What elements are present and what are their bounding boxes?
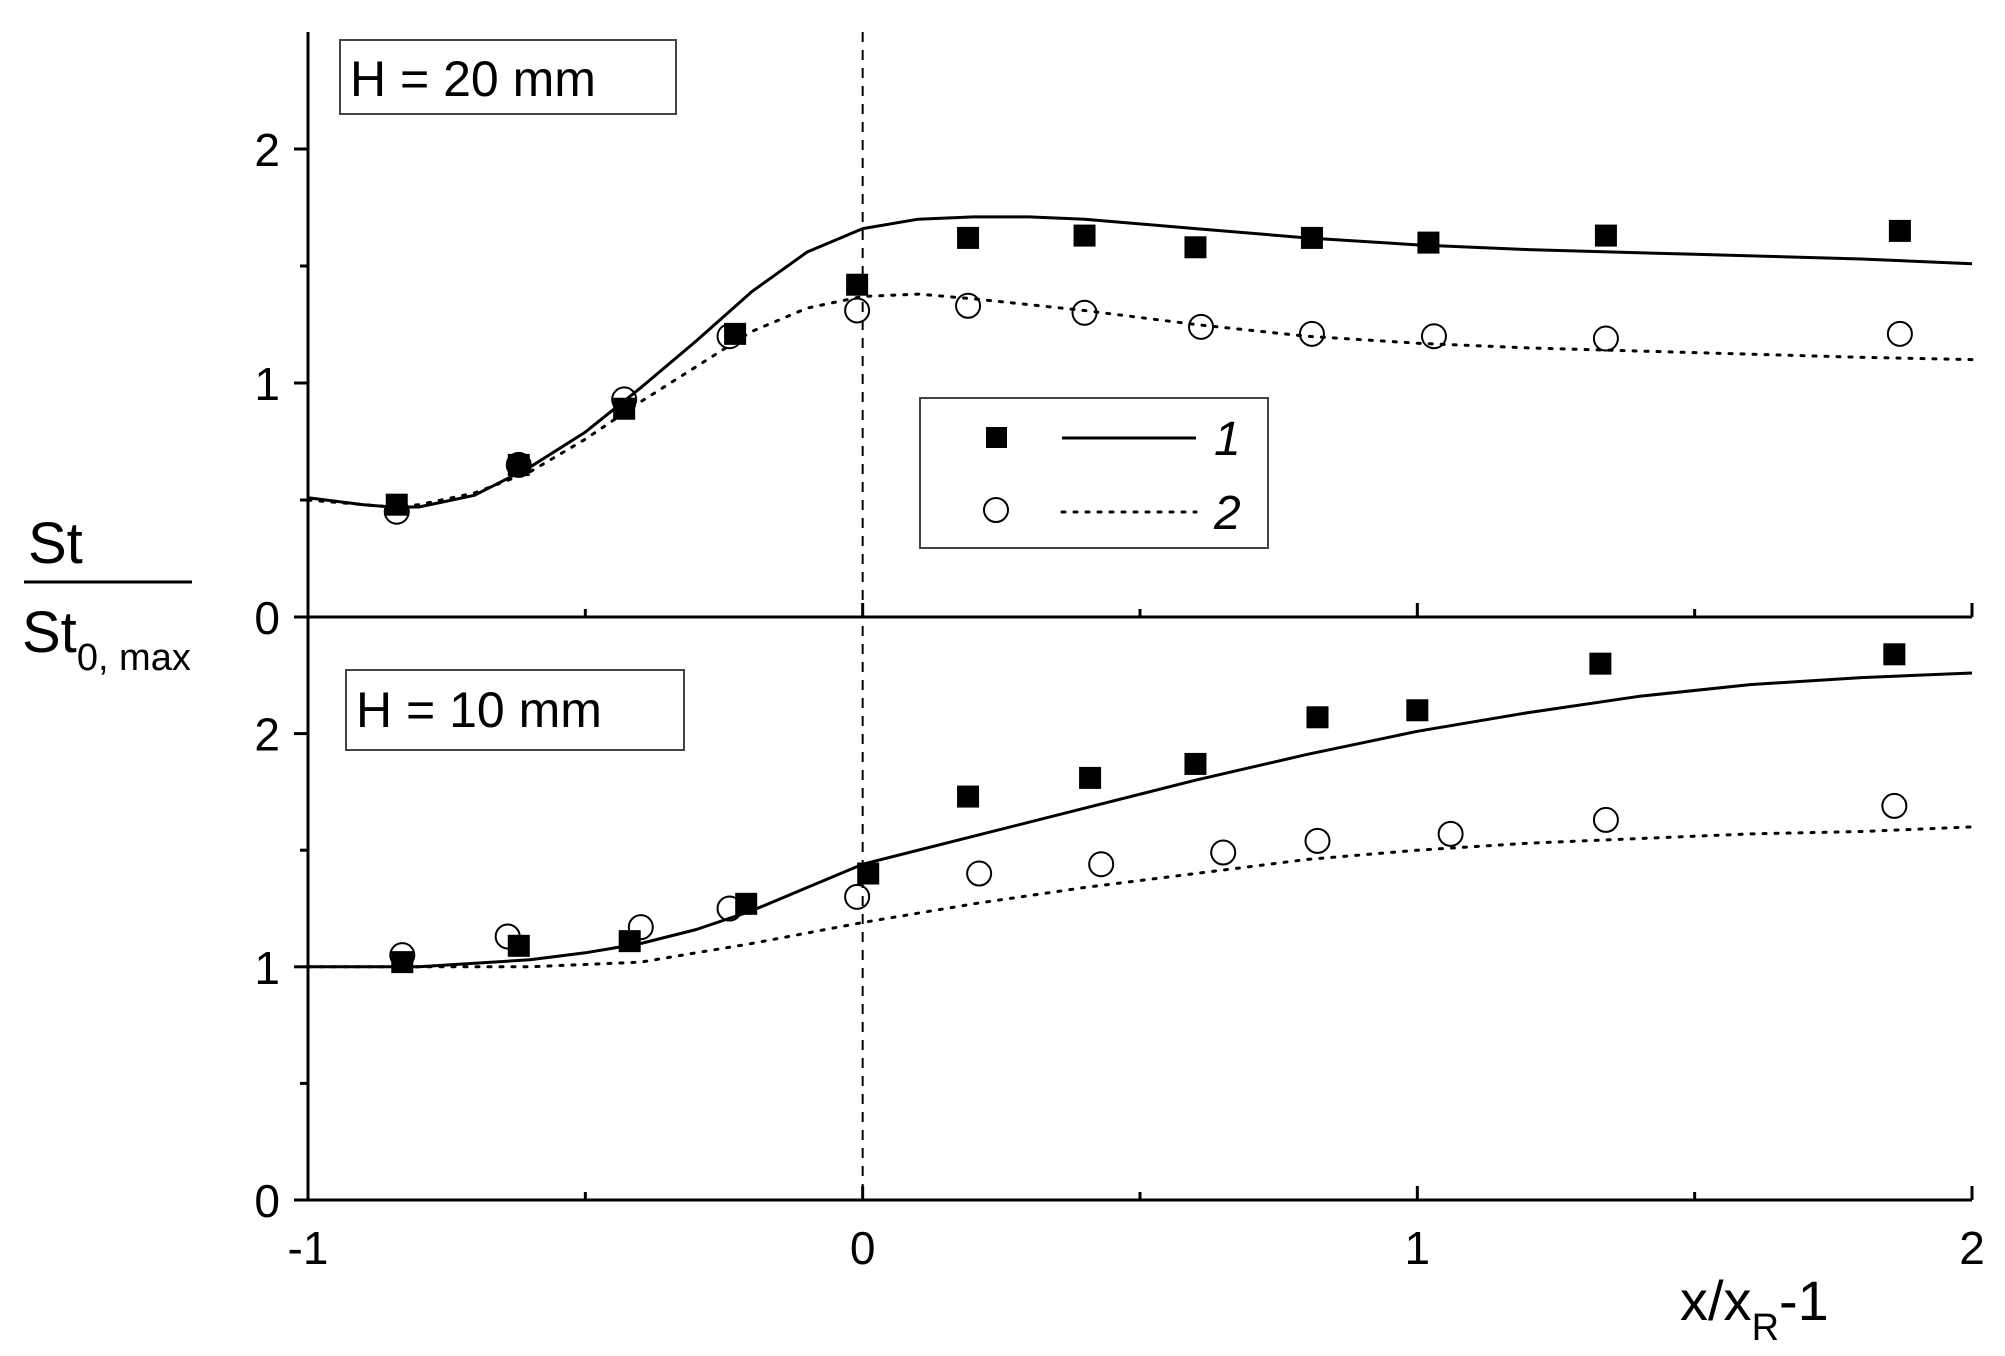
data-point-square-top (846, 273, 869, 296)
data-point-circle-bottom (966, 860, 993, 887)
data-point-circle-bottom (1592, 806, 1619, 833)
y-tick-label-bottom: 2 (254, 709, 280, 761)
data-point-circle-bottom (1881, 792, 1908, 819)
data-point-square-top (1184, 236, 1207, 259)
data-point-circle-top (1298, 320, 1325, 347)
data-point-square-bottom (507, 934, 530, 957)
y-tick-label-top: 1 (254, 358, 280, 410)
data-point-square-bottom (857, 862, 880, 885)
x-tick-label: 0 (850, 1222, 876, 1274)
series-layer (306, 215, 1974, 974)
data-point-square-bottom (1589, 652, 1612, 675)
legend-label-2: 2 (1213, 487, 1241, 540)
data-point-circle-top (844, 297, 871, 324)
legend-marker-open-circle (983, 497, 1009, 523)
data-point-square-bottom (1306, 706, 1329, 729)
series-line-1-bottom (308, 671, 1973, 969)
x-axis-label-sub: R (1752, 1307, 1779, 1349)
y-tick-label-top: 0 (254, 592, 280, 644)
data-point-square-bottom (1184, 752, 1207, 775)
data-point-circle-bottom (1088, 851, 1115, 878)
x-tick-label: 1 (1405, 1222, 1431, 1274)
y-axis-label-denominator-main: St (22, 600, 77, 665)
legend-box (919, 397, 1269, 549)
data-point-circle-top (716, 323, 743, 350)
data-point-square-bottom (1079, 766, 1102, 789)
y-tick-label-bottom: 0 (254, 1175, 280, 1227)
data-point-circle-bottom (494, 923, 521, 950)
annotation-box-top (339, 39, 677, 115)
legend-label-1: 1 (1214, 413, 1241, 466)
data-point-square-top (613, 397, 636, 420)
data-point-square-top (1888, 219, 1911, 242)
data-point-circle-bottom (627, 914, 654, 941)
data-point-circle-top (1886, 320, 1913, 347)
legend-marker-filled-square (986, 427, 1007, 448)
data-point-circle-top (1188, 313, 1215, 340)
data-point-square-top (1073, 224, 1096, 247)
annotation-top: H = 20 mm (350, 51, 596, 107)
data-point-circle-bottom (1304, 827, 1331, 854)
series-line-1-top (307, 215, 1973, 509)
x-axis-label-main: x/x (1680, 1269, 1752, 1332)
panel-top: 0 1 2 (254, 32, 1974, 644)
x-tick-label: -1 (288, 1222, 329, 1274)
panel-bottom: 0 1 2 (254, 617, 1974, 1227)
data-point-square-bottom (957, 785, 980, 808)
series-line-2-top (306, 292, 1974, 509)
labels-layer: St St0, max x/xR-1 H = 20 mm H = 10 mm 1… (22, 39, 1829, 1349)
data-point-circle-bottom (716, 895, 743, 922)
series-group-top (306, 215, 1974, 525)
data-point-circle-bottom (1437, 820, 1464, 847)
annotation-bottom: H = 10 mm (356, 682, 602, 738)
data-point-circle-bottom (1210, 839, 1237, 866)
y-tick-label-top: 2 (254, 124, 280, 176)
y-axis-label-denominator: St0, max (22, 600, 191, 679)
data-point-square-bottom (1406, 699, 1429, 722)
series-line-2-bottom (306, 825, 1974, 969)
data-point-square-bottom (391, 951, 414, 974)
annotation-box-bottom (345, 669, 685, 751)
data-point-square-top (1594, 224, 1617, 247)
legend: 1 2 (919, 397, 1269, 549)
y-tick-label-bottom: 1 (254, 942, 280, 994)
y-axis-label-numerator: St (28, 511, 83, 576)
x-tick-label: 2 (1959, 1222, 1985, 1274)
data-point-square-top (957, 226, 980, 249)
data-point-square-bottom (1883, 643, 1906, 666)
data-point-circle-top (1592, 325, 1619, 352)
data-point-square-top (1417, 231, 1440, 254)
data-point-circle-top (1420, 323, 1447, 350)
series-group-bottom (306, 643, 1974, 974)
data-point-circle-bottom (844, 883, 871, 910)
data-point-circle-top (383, 498, 410, 525)
data-point-circle-top (955, 292, 982, 319)
data-point-square-top (385, 493, 408, 516)
data-point-circle-top (1071, 299, 1098, 326)
x-axis-label-tail: -1 (1779, 1269, 1829, 1332)
x-axis-label: x/xR-1 (1680, 1269, 1829, 1349)
y-axis-label-denominator-sub: 0, max (77, 637, 191, 679)
